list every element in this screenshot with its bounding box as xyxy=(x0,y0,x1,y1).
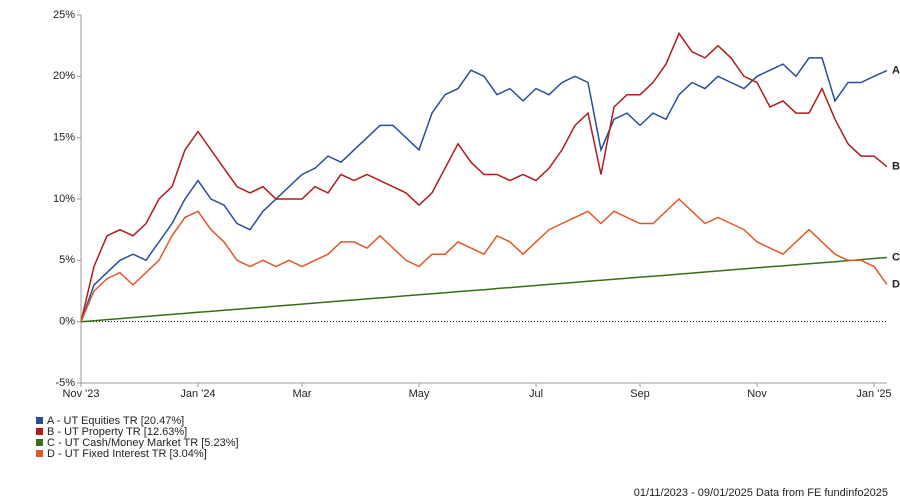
y-tick-label: 5% xyxy=(59,254,75,266)
legend-swatch xyxy=(36,428,43,435)
series-line xyxy=(80,57,888,322)
legend-swatch xyxy=(36,417,43,424)
y-tick-label: 0% xyxy=(59,316,75,328)
end-label: D xyxy=(892,278,900,290)
end-label: B xyxy=(892,161,900,173)
x-tick-label: Nov xyxy=(747,388,767,400)
legend-label: C - UT Cash/Money Market TR [5.23%] xyxy=(47,437,239,449)
end-label: A xyxy=(892,64,900,76)
y-tick-label: 15% xyxy=(53,132,75,144)
y-tick-label: 10% xyxy=(53,193,75,205)
legend-label: D - UT Fixed Interest TR [3.04%] xyxy=(47,448,207,460)
series-line xyxy=(80,31,888,322)
y-tick-label: 25% xyxy=(53,9,75,21)
end-label: C xyxy=(892,251,900,263)
legend-label: A - UT Equities TR [20.47%] xyxy=(47,415,184,427)
x-tick-label: Nov '23 xyxy=(63,388,100,400)
x-tick-label: Sep xyxy=(630,388,650,400)
x-tick-label: Jan '24 xyxy=(180,388,215,400)
y-tick-label: 20% xyxy=(53,70,75,82)
x-tick-label: Mar xyxy=(293,388,312,400)
x-tick-label: May xyxy=(409,388,430,400)
legend-swatch xyxy=(36,439,43,446)
legend-swatch xyxy=(36,450,43,457)
series-line xyxy=(80,256,888,323)
footer: 01/11/2023 - 09/01/2025 Data from FE fun… xyxy=(634,487,888,499)
x-tick-label: Jul xyxy=(529,388,543,400)
y-tick-label: -5% xyxy=(55,377,75,389)
legend-label: B - UT Property TR [12.63%] xyxy=(47,426,187,438)
x-tick-label: Jan '25 xyxy=(856,388,891,400)
series-line xyxy=(80,197,888,322)
